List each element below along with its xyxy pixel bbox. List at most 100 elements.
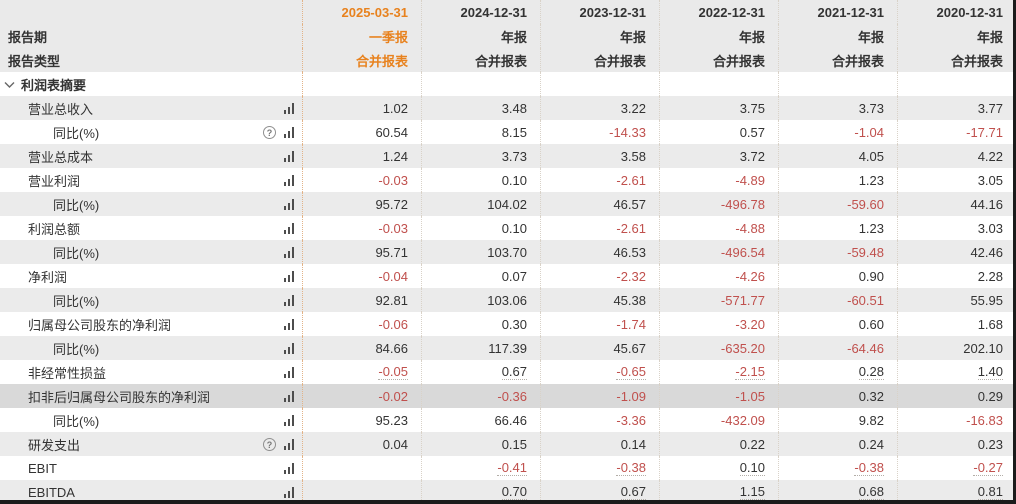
bar-chart-icon[interactable] xyxy=(284,462,294,474)
row-label-cell[interactable]: EBIT xyxy=(0,456,302,480)
bar-chart-icon[interactable] xyxy=(284,390,294,402)
bar-chart-icon[interactable] xyxy=(284,222,294,234)
value-text: 0.14 xyxy=(620,436,646,452)
cell-value: -0.38 xyxy=(540,456,659,480)
bar-chart-icon[interactable] xyxy=(284,198,294,210)
row-label: EBITDA xyxy=(28,484,75,500)
bar-chart-icon[interactable] xyxy=(284,318,294,330)
cell-value: -2.15 xyxy=(659,360,778,384)
value-text: 55.95 xyxy=(970,292,1003,308)
bar-chart-icon[interactable] xyxy=(284,294,294,306)
header-row-label-empty xyxy=(0,0,302,24)
section-empty-cell xyxy=(421,72,540,96)
bar-chart-icon[interactable] xyxy=(284,174,294,186)
row-label: 非经常性损益 xyxy=(28,365,107,381)
section-title: 利润表摘要 xyxy=(21,77,87,93)
row-label: 同比(%) xyxy=(53,413,100,429)
row-label-cell[interactable]: 同比(%) xyxy=(0,408,302,432)
value-text: -1.05 xyxy=(735,388,765,404)
row-label-cell[interactable]: 研发支出? xyxy=(0,432,302,456)
row-label-cell[interactable]: 同比(%) xyxy=(0,288,302,312)
value-text: 0.32 xyxy=(858,388,884,404)
bar-chart-icon[interactable] xyxy=(284,366,294,378)
header-value-text: 合并报表 xyxy=(831,53,884,69)
column-header-date[interactable]: 2022-12-31 xyxy=(659,0,778,24)
bar-chart-icon[interactable] xyxy=(284,414,294,426)
cell-value: 55.95 xyxy=(897,288,1016,312)
value-text: 3.48 xyxy=(501,100,527,116)
value-text: 3.77 xyxy=(977,100,1003,116)
column-header-date[interactable]: 2021-12-31 xyxy=(778,0,897,24)
cell-value: -2.61 xyxy=(540,216,659,240)
section-empty-cell xyxy=(778,72,897,96)
cell-value: 3.73 xyxy=(778,96,897,120)
report-period-value: 一季报 xyxy=(302,24,421,48)
cell-value: 0.32 xyxy=(778,384,897,408)
cell-value: 1.24 xyxy=(302,144,421,168)
row-icons xyxy=(284,102,302,114)
bar-chart-icon[interactable] xyxy=(284,126,294,138)
cell-value: 3.72 xyxy=(659,144,778,168)
column-header-date[interactable]: 2025-03-31 xyxy=(302,0,421,24)
cell-value: 1.23 xyxy=(778,216,897,240)
column-header-date[interactable]: 2020-12-31 xyxy=(897,0,1016,24)
header-row-label-text: 报告期 xyxy=(8,29,48,45)
help-icon[interactable]: ? xyxy=(263,437,276,451)
report-type-value: 合并报表 xyxy=(778,48,897,72)
report-period-value: 年报 xyxy=(659,24,778,48)
table-row: 非经常性损益 -0.05 0.67 -0.65 -2.15 0.28 1.40 xyxy=(0,360,1016,384)
value-text: 0.67 xyxy=(620,484,646,500)
window-right-edge xyxy=(1013,0,1016,504)
row-label-cell[interactable]: 同比(%) xyxy=(0,192,302,216)
value-text: 3.58 xyxy=(620,148,646,164)
row-label: 同比(%) xyxy=(53,293,100,309)
row-label-cell[interactable]: 营业总收入 xyxy=(0,96,302,120)
table-row: 同比(%) 84.66 117.39 45.67 -635.20 -64.46 202.10 xyxy=(0,336,1016,360)
row-label-cell[interactable]: 扣非后归属母公司股东的净利润 xyxy=(0,384,302,408)
row-label-cell[interactable]: 同比(%) xyxy=(0,336,302,360)
help-icon[interactable]: ? xyxy=(263,125,276,139)
cell-value: 2.28 xyxy=(897,264,1016,288)
bar-chart-icon[interactable] xyxy=(284,150,294,162)
value-text: -0.06 xyxy=(378,316,408,332)
row-label-cell[interactable]: 利润总额 xyxy=(0,216,302,240)
cell-value: -4.89 xyxy=(659,168,778,192)
bar-chart-icon[interactable] xyxy=(284,102,294,114)
row-icons xyxy=(284,246,302,258)
report-type-value: 合并报表 xyxy=(897,48,1016,72)
row-icons xyxy=(284,414,302,426)
value-text: 46.53 xyxy=(613,244,646,260)
value-text: -635.20 xyxy=(720,340,765,356)
bar-chart-icon[interactable] xyxy=(284,342,294,354)
column-header-date[interactable]: 2023-12-31 xyxy=(540,0,659,24)
row-label-cell[interactable]: 同比(%)? xyxy=(0,120,302,144)
bar-chart-icon[interactable] xyxy=(284,246,294,258)
value-text: 3.73 xyxy=(501,148,527,164)
value-text: -0.27 xyxy=(973,460,1003,476)
bar-chart-icon[interactable] xyxy=(284,270,294,282)
cell-value: 95.72 xyxy=(302,192,421,216)
column-header-date[interactable]: 2024-12-31 xyxy=(421,0,540,24)
row-icons xyxy=(284,390,302,402)
report-period-row: 报告期 一季报 年报 年报 年报 年报 年报 xyxy=(0,24,1016,48)
bar-chart-icon[interactable] xyxy=(284,486,294,498)
value-text: -4.88 xyxy=(735,220,765,236)
header-row-label: 报告类型 xyxy=(0,48,302,72)
row-label: EBIT xyxy=(28,460,57,476)
row-label-cell[interactable]: 营业利润 xyxy=(0,168,302,192)
value-text: -2.61 xyxy=(616,220,646,236)
row-label-cell[interactable]: 净利润 xyxy=(0,264,302,288)
value-text: -17.71 xyxy=(966,124,1003,140)
bar-chart-icon[interactable] xyxy=(284,438,294,450)
section-row-income-statement[interactable]: 利润表摘要 xyxy=(0,72,1016,96)
table-row: 同比(%)? 60.54 8.15 -14.33 0.57 -1.04 -17.71 xyxy=(0,120,1016,144)
chevron-down-icon[interactable] xyxy=(4,77,15,92)
value-text: 103.06 xyxy=(487,292,527,308)
row-label-cell[interactable]: 营业总成本 xyxy=(0,144,302,168)
row-label-cell[interactable]: EBITDA xyxy=(0,480,302,504)
header-value-text: 合并报表 xyxy=(712,53,765,69)
row-label-cell[interactable]: 同比(%) xyxy=(0,240,302,264)
row-label-cell[interactable]: 非经常性损益 xyxy=(0,360,302,384)
row-label-cell[interactable]: 归属母公司股东的净利润 xyxy=(0,312,302,336)
